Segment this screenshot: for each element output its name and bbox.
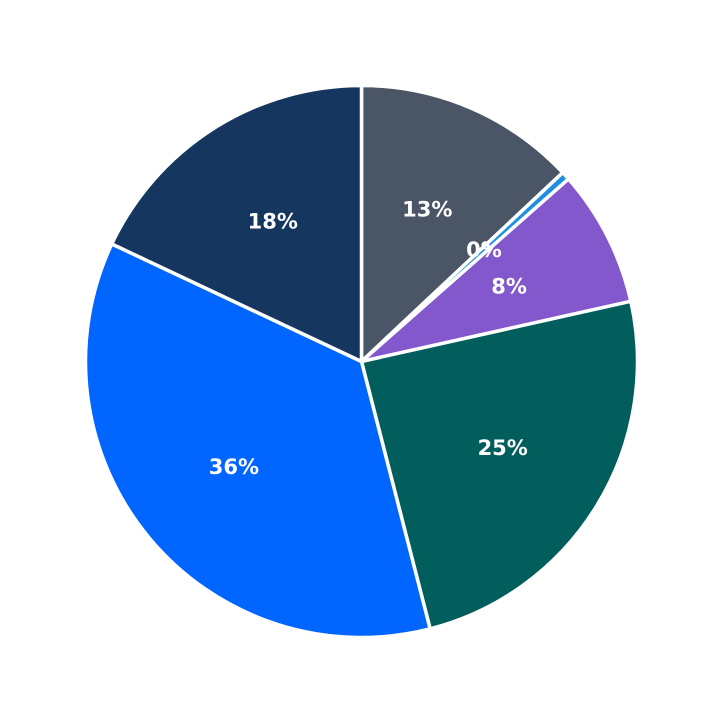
pie-slice-4 xyxy=(83,241,433,640)
pie-slice-label-2: 8% xyxy=(491,274,527,298)
pie-slice-label-5: 18% xyxy=(248,210,298,234)
pie-slice-0 xyxy=(359,83,566,366)
pie-slice-label-1: 0% xyxy=(466,238,502,262)
pie-slice-3 xyxy=(359,299,640,631)
pie-labels: 13% 0% 8% 25% 36% 18% xyxy=(209,198,528,480)
pie-slices xyxy=(83,83,640,640)
pie-slice-5 xyxy=(109,83,364,365)
pie-slice-label-4: 36% xyxy=(209,455,259,479)
pie-slice-label-0: 13% xyxy=(402,198,452,222)
pie-slice-label-3: 25% xyxy=(478,436,528,460)
